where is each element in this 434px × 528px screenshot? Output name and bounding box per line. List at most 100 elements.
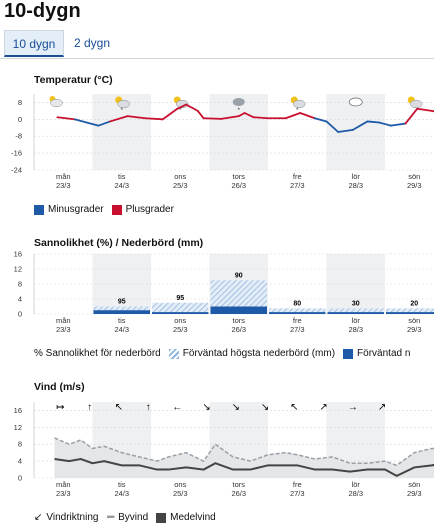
day-name-label: sön bbox=[408, 172, 420, 181]
day-name-label: fre bbox=[293, 316, 302, 325]
wind-title: Vind (m/s) bbox=[34, 381, 85, 393]
tab-10-dygn[interactable]: 10 dygn bbox=[4, 30, 64, 57]
temp-segment bbox=[176, 103, 188, 110]
wind-arrow-icon: ↗ bbox=[319, 402, 327, 413]
day-name-label: fre bbox=[293, 480, 302, 489]
probability-label: 90 bbox=[235, 272, 243, 279]
day-name-label: sön bbox=[408, 316, 420, 325]
cloud-icon bbox=[348, 97, 363, 107]
mean-swatch bbox=[156, 512, 167, 523]
cloud-shape bbox=[50, 98, 63, 108]
day-date-label: 26/3 bbox=[231, 325, 246, 334]
legend-max: Förväntad högsta nederbörd (mm) bbox=[182, 348, 336, 359]
plus-swatch bbox=[111, 204, 122, 215]
day-name-label: tis bbox=[118, 172, 126, 181]
day-date-label: 26/3 bbox=[231, 489, 246, 498]
wind-arrow-icon: ↦ bbox=[56, 402, 64, 413]
precip-legend: % Sannolikhet för nederbörd Förväntad hö… bbox=[34, 348, 418, 359]
y-tick-label: 8 bbox=[18, 440, 22, 449]
minus-swatch bbox=[34, 204, 44, 215]
temp-segment bbox=[313, 117, 328, 123]
tab-2-dygn[interactable]: 2 dygn bbox=[74, 36, 111, 50]
snow-mark: * bbox=[296, 108, 299, 114]
wind-arrow-icon: ↖ bbox=[290, 402, 298, 413]
y-tick-label: 0 bbox=[18, 310, 22, 319]
gust-line bbox=[54, 437, 434, 467]
wind-dir-icon: ↙ bbox=[34, 512, 43, 523]
day-date-label: 24/3 bbox=[114, 325, 129, 334]
wind-arrow-icon: ↘ bbox=[261, 402, 269, 413]
sun-snow-icon: * bbox=[115, 96, 130, 114]
snow-mark: * bbox=[238, 108, 241, 114]
temp-segment bbox=[416, 107, 433, 112]
probability-label: 30 bbox=[352, 300, 360, 307]
day-date-label: 27/3 bbox=[290, 489, 305, 498]
temperature-title: Temperatur (°C) bbox=[34, 74, 113, 86]
cloud-shape bbox=[232, 98, 245, 106]
day-date-label: 29/3 bbox=[407, 325, 422, 334]
probability-label: 20 bbox=[410, 300, 418, 307]
legend-exp: Förväntad n bbox=[357, 348, 411, 359]
max-swatch bbox=[168, 348, 179, 359]
legend-prob: % Sannolikhet för nederbörd bbox=[34, 348, 161, 359]
temp-segment bbox=[351, 120, 369, 131]
mean-wind-line bbox=[54, 457, 434, 478]
day-name-label: mån bbox=[56, 316, 71, 325]
tab-bar: 10 dygn 2 dygn bbox=[0, 30, 434, 59]
max-precip-bar bbox=[269, 308, 326, 314]
legend-gust: Byvind bbox=[118, 512, 149, 523]
temp-segment bbox=[74, 118, 88, 124]
day-name-label: ons bbox=[174, 172, 186, 181]
temp-segment bbox=[85, 121, 100, 127]
cloud-shape bbox=[348, 97, 363, 107]
temperature-legend: Minusgrader Plusgrader bbox=[34, 204, 182, 215]
expected-precip-bar bbox=[269, 312, 326, 314]
temp-segment bbox=[144, 117, 164, 121]
temp-segment bbox=[126, 115, 147, 120]
max-precip-bar bbox=[152, 302, 209, 314]
temp-segment bbox=[299, 112, 316, 120]
day-band bbox=[326, 94, 385, 170]
y-tick-label: -16 bbox=[11, 149, 22, 158]
temp-segment bbox=[366, 120, 381, 124]
y-tick-label: 12 bbox=[14, 265, 22, 274]
wind-arrow-icon: ← bbox=[172, 402, 182, 413]
day-date-label: 27/3 bbox=[290, 181, 305, 190]
temp-segment bbox=[337, 128, 354, 133]
y-tick-label: 4 bbox=[18, 457, 22, 466]
temp-segment bbox=[196, 109, 205, 120]
y-tick-label: 16 bbox=[14, 250, 22, 259]
day-date-label: 28/3 bbox=[348, 325, 363, 334]
day-name-label: lör bbox=[352, 172, 361, 181]
day-name-label: fre bbox=[293, 172, 302, 181]
exp-swatch bbox=[343, 348, 354, 359]
day-name-label: tis bbox=[118, 480, 126, 489]
precip-title: Sannolikhet (%) / Nederbörd (mm) bbox=[34, 237, 204, 249]
temp-segment bbox=[325, 120, 340, 133]
legend-dir: Vindriktning bbox=[46, 512, 99, 523]
probability-label: 95 bbox=[176, 295, 184, 302]
legend-mean: Medelvind bbox=[170, 512, 216, 523]
day-date-label: 28/3 bbox=[348, 489, 363, 498]
temp-segment bbox=[202, 117, 223, 120]
day-name-label: ons bbox=[174, 316, 186, 325]
page-title: 10-dygn bbox=[4, 0, 81, 22]
expected-precip-bar bbox=[152, 312, 209, 314]
wind-legend: ↙ Vindriktning ▪▪▪ Byvind Medelvind bbox=[34, 512, 224, 523]
wind-arrow-icon: ↘ bbox=[202, 402, 210, 413]
day-name-label: tors bbox=[232, 316, 245, 325]
cloud-shape bbox=[293, 99, 306, 109]
day-name-label: mån bbox=[56, 480, 71, 489]
expected-precip-bar bbox=[386, 312, 434, 314]
expected-precip-bar bbox=[93, 310, 150, 314]
day-date-label: 23/3 bbox=[56, 181, 71, 190]
day-date-label: 28/3 bbox=[348, 181, 363, 190]
temp-segment bbox=[109, 115, 129, 123]
y-tick-label: -24 bbox=[11, 166, 22, 175]
day-name-label: ons bbox=[174, 480, 186, 489]
sun-cloud-icon bbox=[407, 96, 423, 109]
wind-arrow-icon: ↗ bbox=[378, 402, 386, 413]
cloud-snow-icon: * bbox=[232, 98, 245, 114]
y-tick-label: 16 bbox=[14, 406, 22, 415]
